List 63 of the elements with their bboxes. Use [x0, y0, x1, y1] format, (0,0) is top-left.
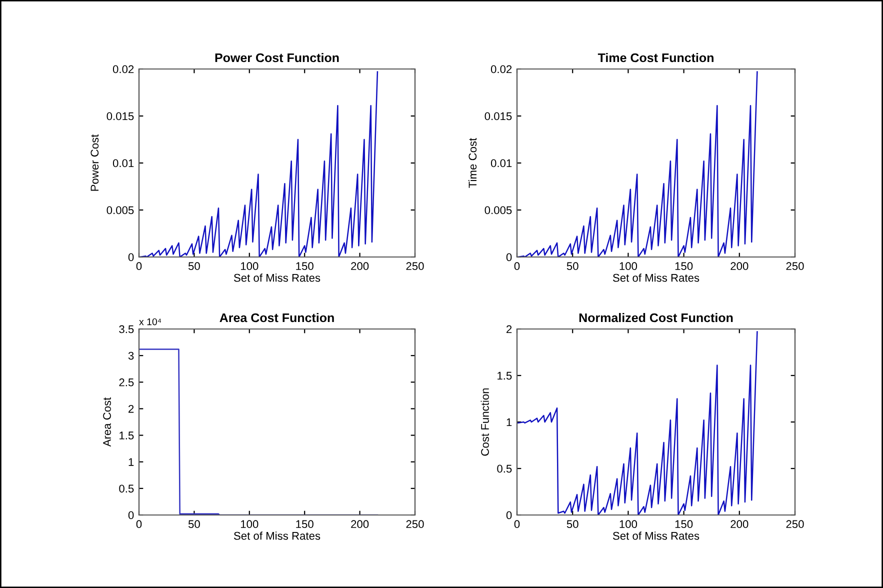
x-tick-label: 0 [136, 520, 142, 528]
y-axis-title: Cost Function [480, 388, 489, 456]
x-tick-label: 100 [620, 262, 638, 270]
y-axis-title: Power Cost [90, 134, 99, 191]
x-axis-title: Set of Miss Rates [234, 532, 320, 540]
chart-title: Time Cost Function [598, 52, 714, 62]
y-tick-label: 0.5 [497, 464, 512, 473]
y-tick-label: 1 [506, 418, 512, 426]
y-tick-label: 0.01 [490, 159, 512, 168]
y-tick-label: 0.02 [490, 65, 512, 74]
y-tick-label: 0.005 [484, 206, 512, 214]
y-axis-title: Area Cost [103, 397, 111, 447]
x-tick-label: 250 [786, 262, 804, 270]
y-tick-label: 1.5 [120, 432, 134, 440]
x-axis-title: Set of Miss Rates [612, 274, 700, 282]
x-tick-label: 250 [406, 520, 424, 528]
text: x 10⁴ [139, 318, 162, 326]
chart-title: Area Cost Function [220, 312, 334, 322]
x-tick-label: 150 [296, 262, 314, 270]
y-tick-label: 2 [506, 325, 512, 334]
line-series [139, 71, 378, 257]
x-axis-title: Set of Miss Rates [612, 532, 700, 540]
chart-title: Normalized Cost Function [579, 312, 733, 322]
y-tick-label: 3.5 [119, 325, 134, 334]
y-tick-label: 1 [128, 458, 134, 466]
line-series [517, 331, 758, 515]
x-tick-label: 100 [620, 520, 638, 528]
y-tick-label: 0.015 [484, 112, 512, 120]
y-tick-label: 0 [128, 253, 134, 262]
x-tick-label: 200 [730, 520, 748, 528]
x-tick-label: 150 [675, 520, 693, 528]
x-tick-label: 150 [675, 262, 693, 270]
x-tick-label: 50 [188, 262, 200, 270]
x-tick-label: 200 [351, 262, 369, 270]
x-tick-label: 200 [730, 262, 748, 270]
x-tick-label: 200 [351, 520, 369, 528]
x-axis-title: Set of Miss Rates [234, 274, 320, 282]
y-tick-label: 0.01 [112, 159, 134, 168]
y-tick-label: 0.5 [119, 484, 134, 493]
x-tick-label: 150 [296, 520, 314, 528]
x-tick-label: 250 [786, 520, 804, 528]
x-tick-label: 250 [406, 262, 424, 270]
x-tick-label: 0 [514, 520, 520, 528]
y-tick-label: 2.5 [119, 378, 134, 386]
y-tick-label: 0.015 [106, 112, 134, 120]
x-tick-label: 100 [240, 520, 258, 528]
x-tick-label: 100 [240, 262, 258, 270]
x-tick-label: 0 [514, 262, 520, 270]
y-tick-label: 0 [128, 511, 134, 520]
y-tick-label: 0 [506, 253, 512, 262]
line-series [517, 71, 758, 257]
y-tick-label: 2 [128, 404, 134, 413]
y-tick-label: 1.5 [498, 372, 512, 380]
x-tick-label: 0 [136, 262, 142, 270]
y-tick-label: 0.005 [106, 206, 134, 214]
y-axis-title: Time Cost [468, 138, 477, 188]
y-tick-label: 0.02 [112, 65, 134, 74]
chart-title: Power Cost Function [215, 52, 339, 62]
x-tick-label: 50 [566, 262, 578, 270]
y-tick-label: 0 [506, 511, 512, 520]
x-tick-label: 50 [566, 520, 578, 528]
y-tick-label: 3 [128, 352, 134, 360]
x-tick-label: 50 [188, 520, 200, 528]
